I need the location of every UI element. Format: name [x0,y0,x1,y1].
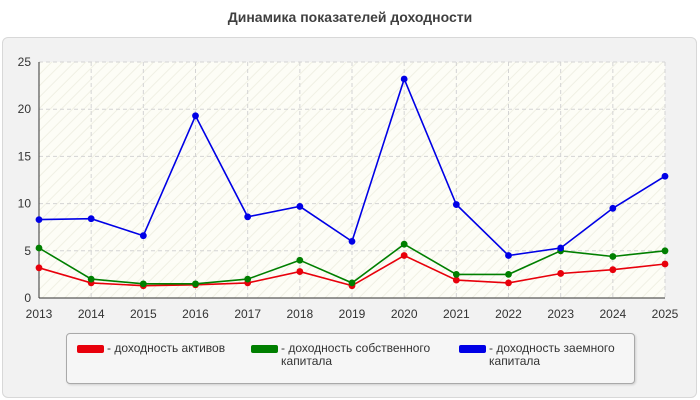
x-tick-label: 2025 [652,307,679,321]
data-point-series-0 [609,266,617,274]
data-point-series-2 [139,232,147,240]
data-point-series-2 [192,112,199,120]
data-point-series-2 [244,213,252,221]
x-tick-label: 2016 [182,307,209,321]
chart-legend: - доходность активов - доходность собств… [66,333,635,384]
data-point-series-1 [348,279,356,287]
data-point-series-1 [139,280,147,288]
data-point-series-1 [609,253,617,260]
y-tick-label: 20 [18,102,32,116]
data-point-series-2 [661,172,669,180]
legend-swatch-debt [459,345,486,353]
x-tick-label: 2013 [26,307,53,321]
data-point-series-1 [661,247,669,255]
legend-item-debt: - доходность заемного капитала [459,342,639,368]
data-point-series-0 [35,264,43,272]
y-tick-label: 25 [18,55,32,69]
data-point-series-1 [296,256,304,264]
y-tick-label: 0 [24,291,31,305]
data-point-series-2 [452,201,460,208]
legend-label-assets: - доходность активов [107,341,226,355]
x-tick-label: 2024 [599,307,626,321]
data-point-series-1 [87,275,95,283]
y-tick-label: 10 [18,197,32,211]
data-point-series-0 [296,268,304,275]
data-point-series-1 [35,244,43,252]
data-point-series-2 [35,216,43,224]
legend-item-equity: - доходность собственного капитала [251,342,451,368]
x-tick-label: 2017 [234,307,261,321]
data-point-series-1 [244,275,252,283]
legend-swatch-equity [251,345,278,353]
legend-item-assets: - доходность активов [77,342,247,355]
legend-label-equity: - доходность собственного капитала [281,341,431,368]
x-tick-label: 2015 [130,307,157,321]
data-point-series-2 [87,215,95,223]
x-tick-label: 2014 [78,307,105,321]
y-tick-label: 15 [18,149,32,163]
data-point-series-0 [661,260,669,268]
data-point-series-0 [505,279,512,287]
data-point-series-1 [400,240,408,248]
chart-title: Динамика показателей доходности [227,9,473,25]
x-tick-label: 2023 [547,307,574,321]
data-point-series-1 [192,280,199,288]
data-point-series-2 [296,203,304,210]
x-tick-label: 2020 [391,307,418,321]
data-point-series-2 [505,252,512,259]
data-point-series-1 [505,271,512,278]
x-tick-label: 2018 [286,307,313,321]
data-point-series-2 [609,204,617,212]
x-tick-label: 2022 [495,307,522,321]
data-point-series-2 [348,237,356,245]
data-point-series-0 [452,276,460,284]
data-point-series-2 [557,244,565,252]
legend-swatch-assets [77,345,104,353]
data-point-series-0 [400,252,408,259]
y-tick-label: 5 [24,244,31,258]
data-point-series-1 [452,271,460,278]
x-tick-label: 2021 [443,307,470,321]
legend-label-debt: - доходность заемного капитала [489,341,615,368]
data-point-series-2 [400,75,408,83]
data-point-series-0 [557,270,565,277]
x-tick-label: 2019 [339,307,366,321]
